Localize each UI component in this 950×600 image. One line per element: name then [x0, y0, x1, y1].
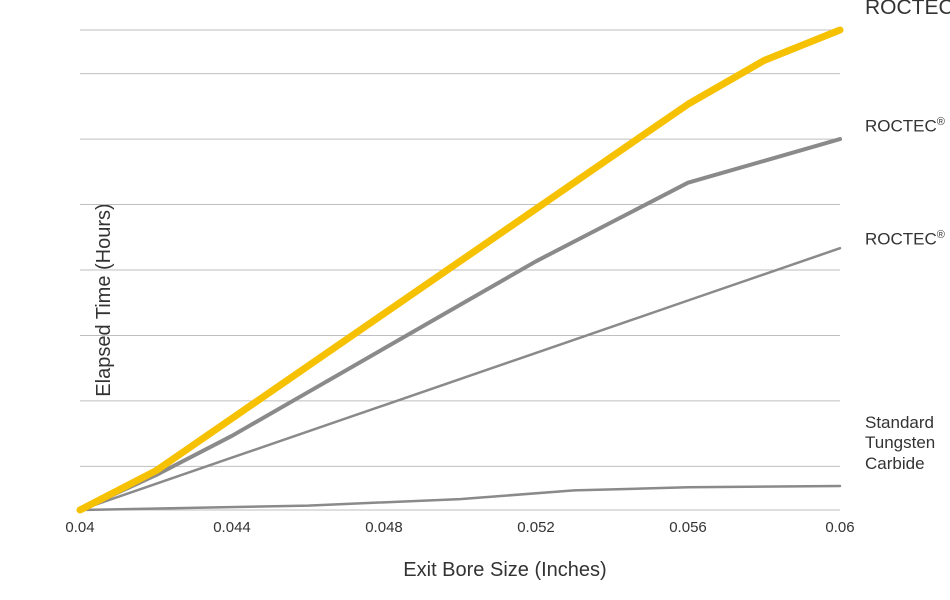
plot-svg: 0.040.0440.0480.0520.0560.06: [80, 30, 840, 510]
x-tick-label: 0.048: [365, 519, 403, 536]
series-label-r100: ROCTEC® 100: [865, 229, 950, 250]
x-tick-label: 0.044: [213, 519, 251, 536]
x-tick-label: 0.056: [669, 519, 707, 536]
chart-container: Elapsed Time (Hours) Exit Bore Size (Inc…: [0, 0, 950, 600]
x-axis-label: Exit Bore Size (Inches): [403, 559, 606, 582]
series-r100: [80, 248, 840, 510]
x-tick-label: 0.06: [825, 519, 854, 536]
x-tick-label: 0.052: [517, 519, 555, 536]
grid-lines: [80, 30, 840, 510]
series-label-r500: ROCTEC® 500: [865, 116, 950, 137]
plot-area: 0.040.0440.0480.0520.0560.06 ROCTEC® APX…: [80, 30, 840, 510]
x-tick-labels: 0.04 0.044 0.048 0.052 0.056 0.06: [65, 519, 854, 536]
series-tungsten: [80, 486, 840, 510]
series-r500: [80, 139, 840, 510]
x-tick-label: 0.04: [65, 519, 94, 536]
x-axis-label-wrap: Exit Bore Size (Inches): [0, 559, 950, 582]
series-label-tungsten: StandardTungstenCarbide: [865, 413, 935, 474]
series-label-apx: ROCTEC® APX: [865, 0, 950, 20]
